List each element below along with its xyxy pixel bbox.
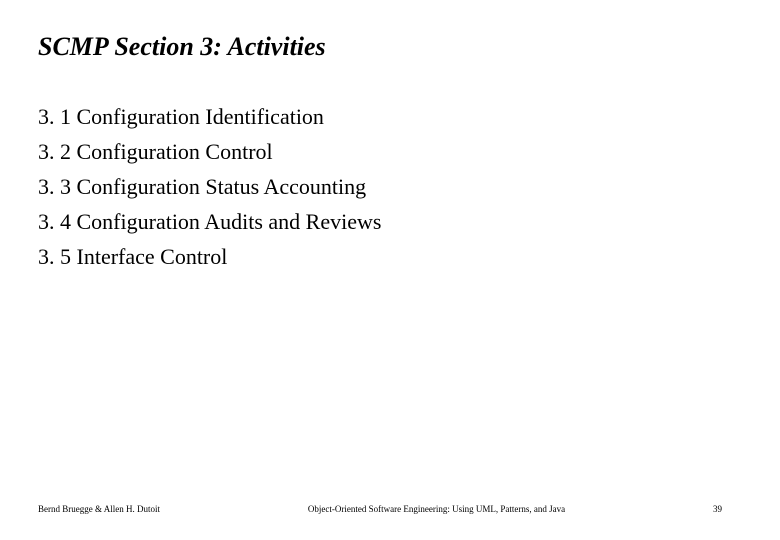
footer-title: Object-Oriented Software Engineering: Us… xyxy=(160,504,713,514)
footer-authors: Bernd Bruegge & Allen H. Dutoit xyxy=(38,504,160,514)
list-item: 3. 2 Configuration Control xyxy=(38,135,742,168)
list-item: 3. 4 Configuration Audits and Reviews xyxy=(38,205,742,238)
slide-title: SCMP Section 3: Activities xyxy=(38,32,742,62)
page-number: 39 xyxy=(713,504,742,514)
list-item: 3. 5 Interface Control xyxy=(38,240,742,273)
footer: Bernd Bruegge & Allen H. Dutoit Object-O… xyxy=(0,504,780,514)
list-item: 3. 3 Configuration Status Accounting xyxy=(38,170,742,203)
list-item: 3. 1 Configuration Identification xyxy=(38,100,742,133)
content-list: 3. 1 Configuration Identification 3. 2 C… xyxy=(38,100,742,273)
